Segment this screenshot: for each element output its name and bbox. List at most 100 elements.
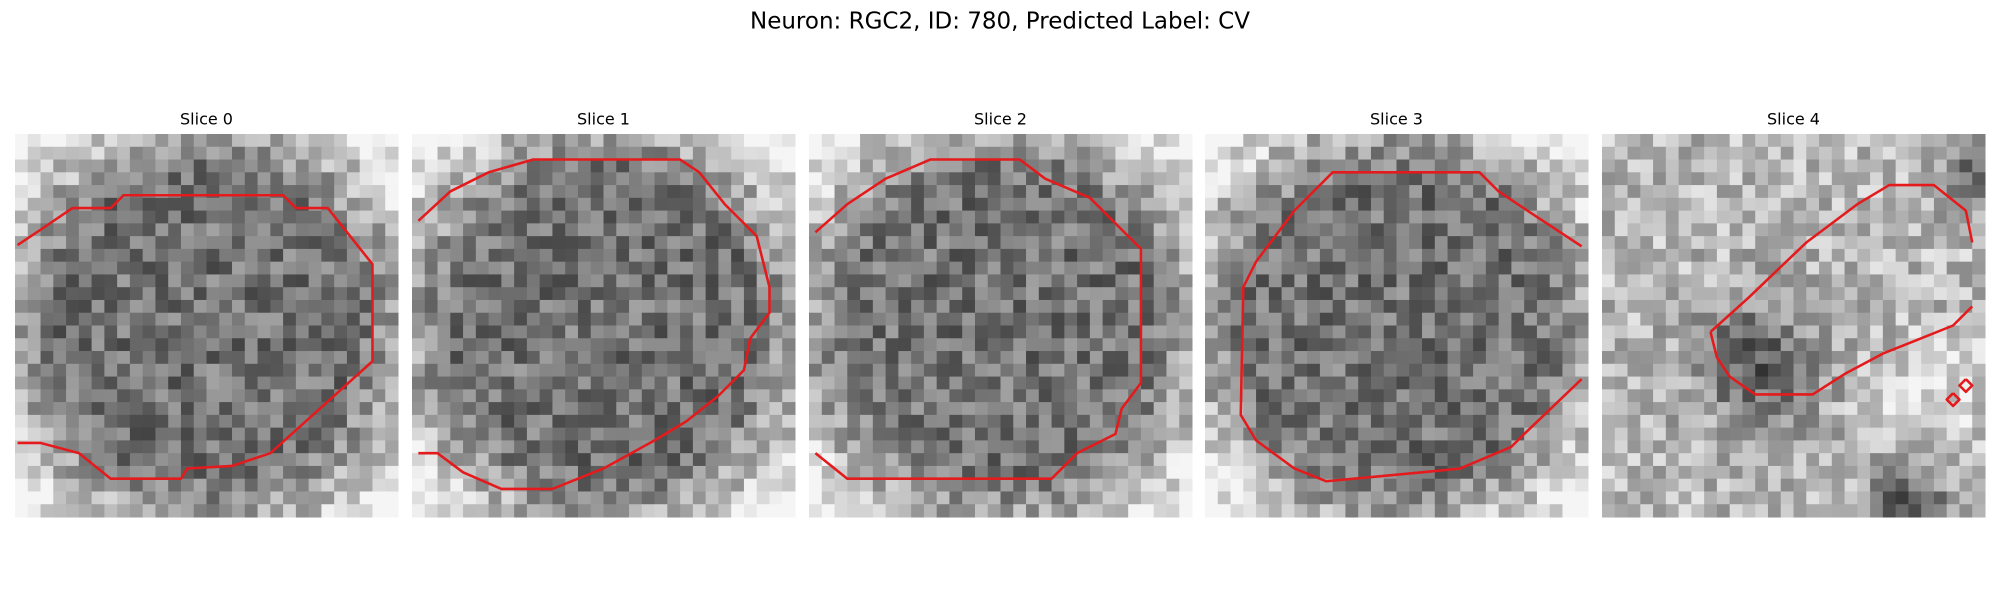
pixel: [232, 363, 246, 378]
pixel: [450, 287, 464, 301]
pixel: [1819, 312, 1833, 327]
pixel: [1614, 159, 1629, 173]
pixel: [1857, 491, 1871, 505]
pixel: [1908, 389, 1922, 403]
pixel: [539, 248, 553, 263]
pixel: [1819, 478, 1833, 492]
pixel: [1345, 325, 1359, 339]
pixel: [1691, 363, 1705, 378]
pixel: [1205, 440, 1219, 454]
pixel: [782, 146, 796, 161]
pixel: [501, 338, 515, 352]
pixel: [1895, 389, 1909, 403]
pixel: [1179, 236, 1193, 250]
pixel: [577, 427, 592, 441]
pixel: [155, 338, 169, 352]
pixel: [117, 478, 131, 492]
pixel: [1857, 274, 1871, 288]
pixel: [936, 325, 950, 339]
pixel: [117, 414, 131, 429]
pixel: [1447, 491, 1461, 505]
pixel: [1064, 338, 1078, 352]
pixel: [1179, 376, 1193, 390]
pixel: [667, 338, 681, 352]
pixel: [616, 159, 630, 173]
pixel: [1409, 159, 1423, 173]
pixel: [219, 210, 233, 224]
pixel: [1332, 504, 1346, 518]
pixel: [180, 134, 195, 148]
pixel: [232, 159, 246, 173]
pixel: [180, 210, 195, 224]
pixel: [847, 465, 861, 480]
pixel: [539, 197, 553, 212]
pixel: [53, 504, 67, 518]
pixel: [270, 172, 284, 186]
pixel: [53, 299, 67, 314]
pixel: [898, 236, 912, 250]
pixel: [1026, 312, 1040, 327]
pixel: [155, 363, 169, 378]
pixel: [206, 261, 220, 275]
pixel: [1793, 248, 1807, 263]
pixel: [372, 312, 386, 327]
pixel: [117, 325, 131, 339]
pixel: [1498, 389, 1512, 403]
pixel: [334, 338, 348, 352]
pixel: [1691, 236, 1705, 250]
pixel: [27, 453, 42, 467]
pixel: [40, 325, 54, 339]
pixel: [232, 427, 246, 441]
pixel: [359, 185, 373, 199]
pixel: [641, 287, 656, 301]
pixel: [1089, 299, 1104, 314]
pixel: [1243, 248, 1257, 263]
pixel: [206, 389, 220, 403]
pixel: [860, 274, 874, 288]
pixel: [1434, 478, 1449, 492]
pixel: [1831, 274, 1846, 288]
pixel: [769, 248, 783, 263]
pixel: [667, 185, 681, 199]
pixel: [1268, 210, 1283, 224]
pixel: [206, 338, 220, 352]
pixel: [898, 363, 912, 378]
pixel: [821, 159, 836, 173]
pixel: [782, 210, 796, 224]
pixel: [1447, 172, 1461, 186]
pixel: [78, 338, 93, 352]
pixel: [1281, 134, 1295, 148]
pixel: [1844, 478, 1858, 492]
pixel: [834, 159, 848, 173]
pixel: [1767, 389, 1782, 403]
pixel: [1972, 299, 1986, 314]
pixel: [117, 210, 131, 224]
pixel: [1665, 504, 1680, 518]
pixel: [539, 185, 553, 199]
pixel: [1422, 236, 1436, 250]
pixel: [1831, 261, 1846, 275]
pixel: [283, 287, 297, 301]
pixel: [1908, 299, 1922, 314]
pixel: [1780, 491, 1795, 505]
pixel: [295, 159, 310, 173]
pixel: [1627, 325, 1641, 339]
pixel: [1755, 389, 1769, 403]
pixel: [1549, 376, 1563, 390]
pixel: [629, 363, 643, 378]
pixel: [1921, 172, 1935, 186]
pixel: [1921, 223, 1935, 237]
pixel: [756, 210, 770, 224]
pixel: [1051, 491, 1065, 505]
pixel: [219, 146, 233, 161]
pixel: [244, 287, 259, 301]
pixel: [1562, 504, 1576, 518]
pixel: [1370, 376, 1385, 390]
pixel: [53, 134, 67, 148]
pixel: [1549, 134, 1563, 148]
pixel: [1409, 299, 1423, 314]
pixel: [450, 325, 464, 339]
pixel: [1281, 312, 1295, 327]
pixel: [949, 427, 963, 441]
pixel: [821, 248, 836, 263]
